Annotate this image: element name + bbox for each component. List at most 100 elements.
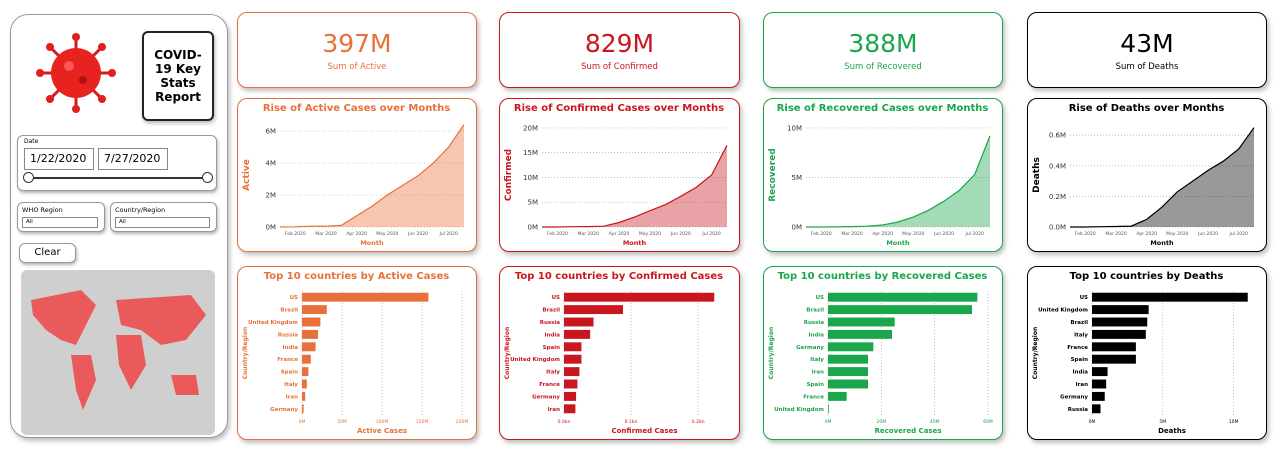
bar <box>564 305 624 315</box>
y-tick-label: Iran <box>286 394 298 400</box>
start-date[interactable]: 1/22/2020 <box>24 148 94 170</box>
kpi-card: 829M Sum of Confirmed <box>499 12 740 88</box>
area-fill <box>280 124 464 227</box>
filter-value[interactable]: All <box>22 217 98 228</box>
chart-title: Top 10 countries by Confirmed Cases <box>515 271 723 282</box>
chart-panel: Rise of Active Cases over Months 0M 2M 4M 6M… <box>237 98 477 252</box>
y-tick-label: Brazil <box>1070 320 1088 326</box>
bar <box>302 305 327 315</box>
x-tick-label: Jun 2020 <box>407 231 428 237</box>
kpi-value: 388M <box>848 28 918 58</box>
bar <box>828 354 868 364</box>
x-tick-label: 10M <box>1229 419 1239 425</box>
kpi-label: Sum of Confirmed <box>581 61 658 72</box>
x-tick-label: 40M <box>930 419 940 425</box>
kpi-value: 43M <box>1120 28 1174 58</box>
virus-icon <box>36 33 116 113</box>
y-tick-label: 10M <box>787 124 802 132</box>
x-tick-label: Jun 2020 <box>1197 231 1218 237</box>
date-range-track[interactable] <box>28 177 206 179</box>
x-tick-label: 200M <box>456 419 469 425</box>
bar <box>564 391 577 401</box>
country-filter[interactable]: Country/Region All <box>110 202 217 232</box>
x-axis-title: Month <box>886 239 910 247</box>
kpi-card: 388M Sum of Recovered <box>763 12 1003 88</box>
chart-title: Top 10 countries by Recovered Cases <box>778 271 988 282</box>
y-tick-label: US <box>1080 295 1088 301</box>
bar <box>828 342 874 352</box>
x-tick-label: 0M <box>1089 419 1096 425</box>
bar <box>828 367 868 377</box>
filter-label: WHO Region <box>22 206 63 214</box>
y-tick-label: Italy <box>546 370 560 376</box>
bar <box>1092 379 1107 389</box>
y-tick-label: United Kingdom <box>248 320 298 326</box>
bar <box>564 379 578 389</box>
end-date[interactable]: 7/27/2020 <box>98 148 168 170</box>
bar <box>828 404 829 414</box>
range-handle-end[interactable] <box>202 172 213 183</box>
y-tick-label: France <box>803 394 824 400</box>
y-tick-label: Russia <box>540 320 561 326</box>
chart-title: Rise of Recovered Cases over Months <box>777 103 989 114</box>
bar <box>302 292 429 302</box>
y-tick-label: 5M <box>528 199 539 207</box>
y-tick-label: Germany <box>270 407 298 413</box>
bar <box>564 404 576 414</box>
x-tick-label: Feb 2020 <box>811 231 832 237</box>
date-slicer[interactable]: Date 1/22/2020 7/27/2020 <box>17 135 217 191</box>
x-tick-label: Feb 2020 <box>547 231 568 237</box>
y-tick-label: Germany <box>1060 394 1088 400</box>
y-tick-label: India <box>1073 370 1089 376</box>
y-axis-title: Active <box>242 159 252 191</box>
y-tick-label: Spain <box>543 345 560 351</box>
x-axis-title: Month <box>623 239 647 247</box>
clear-button[interactable]: Clear <box>19 243 76 263</box>
y-tick-label: 0.6M <box>1049 132 1066 140</box>
area-fill <box>1070 127 1254 227</box>
chart-panel: Rise of Recovered Cases over Months 0M 5M 1… <box>763 98 1003 252</box>
filter-value[interactable]: All <box>115 217 210 228</box>
bar <box>1092 367 1108 377</box>
x-tick-label: Feb 2020 <box>285 231 306 237</box>
date-label: Date <box>24 138 39 145</box>
bar <box>1092 404 1101 414</box>
y-tick-label: Brazil <box>280 308 298 314</box>
y-tick-label: United Kingdom <box>774 407 824 413</box>
y-tick-label: India <box>809 332 825 338</box>
y-tick-label: 0.0M <box>1049 224 1066 232</box>
chart-panel: Top 10 countries by Recovered Cases 0M 20M… <box>763 266 1003 440</box>
chart: Rise of Deaths over Months 0.0M 0.2M 0.4M 0.… <box>1032 103 1255 247</box>
x-tick-label: Mar 2020 <box>578 231 600 237</box>
x-tick-label: Jul 2020 <box>439 231 458 237</box>
x-tick-label: Apr 2020 <box>1136 231 1157 237</box>
x-tick-label: Jul 2020 <box>965 231 984 237</box>
x-tick-label: 0.1bn <box>625 419 638 425</box>
x-tick-label: Jun 2020 <box>933 231 954 237</box>
y-tick-label: 15M <box>523 149 538 157</box>
report-title: COVID-19 Key Stats Report <box>142 31 214 121</box>
bar <box>302 367 309 377</box>
y-tick-label: Spain <box>1071 357 1088 363</box>
bar <box>564 367 580 377</box>
chart-title: Rise of Confirmed Cases over Months <box>514 103 724 114</box>
x-tick-label: May 2020 <box>376 231 398 237</box>
y-axis-title: Country/Region <box>242 327 249 379</box>
line <box>542 145 728 228</box>
who-region-filter[interactable]: WHO Region All <box>17 202 105 232</box>
y-tick-label: Russia <box>278 332 299 338</box>
x-tick-label: 0.0bn <box>558 419 571 425</box>
bar <box>302 329 318 339</box>
world-map <box>21 270 215 435</box>
y-tick-label: United Kingdom <box>1038 308 1088 314</box>
bar <box>1092 391 1105 401</box>
y-axis-title: Country/Region <box>504 327 511 379</box>
kpi-label: Sum of Active <box>327 61 387 72</box>
x-tick-label: Feb 2020 <box>1075 231 1096 237</box>
chart-panel: Rise of Deaths over Months 0.0M 0.2M 0.4M 0.… <box>1027 98 1267 252</box>
y-tick-label: US <box>290 295 298 301</box>
range-handle-start[interactable] <box>23 172 34 183</box>
x-axis-title: Deaths <box>1158 427 1186 435</box>
bar <box>302 354 311 364</box>
